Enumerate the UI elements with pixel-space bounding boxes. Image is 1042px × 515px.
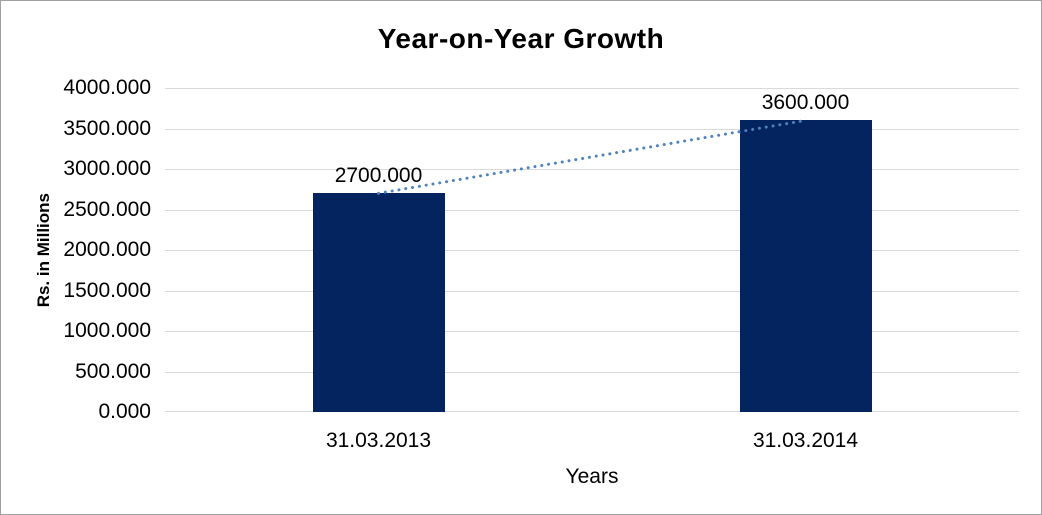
y-tick-label: 500.000 — [75, 360, 151, 383]
gridline — [165, 372, 1019, 373]
y-tick-label: 1500.000 — [63, 279, 151, 302]
x-tick-label: 31.03.2013 — [325, 429, 432, 452]
chart-title: Year-on-Year Growth — [377, 23, 665, 54]
plot-area: 2700.000 3600.000 — [165, 88, 1019, 412]
gridline — [165, 210, 1019, 211]
y-tick-label: 2500.000 — [63, 198, 151, 221]
gridline — [165, 291, 1019, 292]
y-tick-label: 4000.000 — [63, 76, 151, 99]
bar-value-label: 2700.000 — [334, 164, 423, 188]
y-tick-label: 1000.000 — [63, 319, 151, 342]
bar[interactable] — [312, 193, 445, 412]
bar[interactable] — [739, 120, 872, 412]
y-tick-label: 3500.000 — [63, 117, 151, 140]
y-tick-label: 0.000 — [98, 400, 151, 423]
gridline — [165, 88, 1019, 89]
x-tick-label: 31.03.2014 — [752, 429, 859, 452]
y-tick-label: 2000.000 — [63, 238, 151, 261]
gridline — [165, 250, 1019, 251]
gridline — [165, 331, 1019, 332]
y-tick-label: 3000.000 — [63, 157, 151, 180]
gridline — [165, 411, 1019, 412]
bar-value-label: 3600.000 — [761, 91, 850, 115]
trendline[interactable] — [165, 88, 1019, 412]
gridline — [165, 169, 1019, 170]
x-axis-title: Years — [565, 465, 619, 488]
gridline — [165, 129, 1019, 130]
